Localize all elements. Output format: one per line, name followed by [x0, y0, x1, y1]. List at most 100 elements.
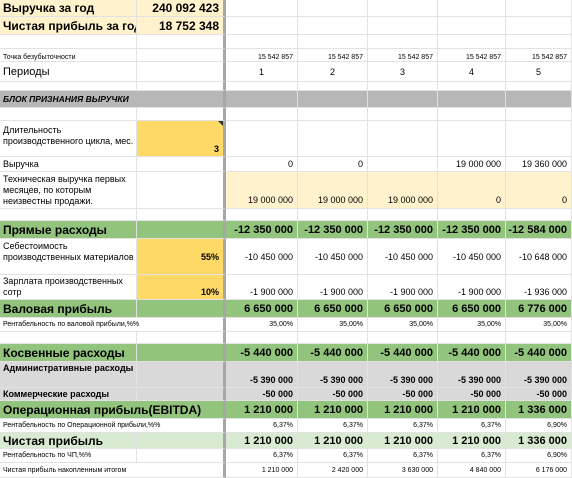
empty-cell[interactable] — [137, 401, 226, 419]
empty-cell[interactable] — [137, 49, 226, 62]
empty-cell[interactable] — [298, 17, 368, 35]
empty-cell[interactable] — [506, 121, 572, 157]
empty-cell[interactable] — [137, 362, 226, 388]
empty-cell[interactable] — [137, 344, 226, 362]
ebitda-margin-value[interactable]: 6,37% — [226, 419, 298, 433]
empty-cell[interactable] — [226, 35, 298, 49]
summary-profit-label[interactable]: Чистая прибыль за год — [0, 17, 137, 35]
commercial-costs-label[interactable]: Коммерческие расходы — [0, 388, 137, 401]
breakeven-value[interactable]: 15 542 857 — [226, 49, 298, 62]
ebitda-margin-value[interactable]: 6,37% — [298, 419, 368, 433]
salary-value[interactable]: -1 936 000 — [506, 275, 572, 300]
revenue-value[interactable] — [368, 157, 438, 172]
empty-cell[interactable] — [506, 91, 572, 108]
salary-value[interactable]: -1 900 000 — [368, 275, 438, 300]
empty-cell[interactable] — [298, 35, 368, 49]
salary-value[interactable]: -1 900 000 — [298, 275, 368, 300]
empty-cell[interactable] — [137, 332, 226, 344]
empty-cell[interactable] — [137, 449, 226, 463]
ebitda-margin-value[interactable]: 6,90% — [506, 419, 572, 433]
empty-cell[interactable] — [137, 221, 226, 239]
empty-cell[interactable] — [506, 0, 572, 17]
cost-materials-pct[interactable]: 55% — [137, 239, 226, 275]
empty-cell[interactable] — [137, 62, 226, 82]
summary-revenue-value[interactable]: 240 092 423 — [137, 0, 226, 17]
net-margin-label[interactable]: Рентабельность по ЧП,%% — [0, 449, 137, 463]
gross-margin-value[interactable]: 35,00% — [438, 318, 506, 332]
net-margin-value[interactable]: 6,37% — [438, 449, 506, 463]
empty-cell[interactable] — [438, 91, 506, 108]
empty-cell[interactable] — [0, 82, 137, 91]
empty-cell[interactable] — [438, 209, 506, 221]
empty-cell[interactable] — [137, 172, 226, 209]
net-margin-value[interactable]: 6,37% — [298, 449, 368, 463]
admin-costs-label[interactable]: Административные расходы — [0, 362, 137, 388]
empty-cell[interactable] — [506, 35, 572, 49]
net-profit-value[interactable]: 1 336 000 — [506, 433, 572, 449]
net-profit-value[interactable]: 1 210 000 — [226, 433, 298, 449]
cycle-input[interactable]: 3 — [137, 121, 226, 157]
empty-cell[interactable] — [506, 17, 572, 35]
gross-profit-value[interactable]: 6 650 000 — [226, 300, 298, 318]
revenue-label[interactable]: Выручка — [0, 157, 137, 172]
net-cumulative-value[interactable]: 3 630 000 — [368, 463, 438, 478]
gross-profit-value[interactable]: 6 650 000 — [368, 300, 438, 318]
salary-value[interactable]: -1 900 000 — [226, 275, 298, 300]
direct-costs-value[interactable]: -12 350 000 — [438, 221, 506, 239]
empty-cell[interactable] — [226, 332, 298, 344]
summary-revenue-label[interactable]: Выручка за год — [0, 0, 137, 17]
net-cumulative-label[interactable]: Чистая прибыль накопленным итогом — [0, 463, 137, 478]
tech-revenue-label[interactable]: Техническая выручка первых месяцев, по к… — [0, 172, 137, 209]
net-profit-value[interactable]: 1 210 000 — [298, 433, 368, 449]
breakeven-label[interactable]: Точка безубыточности — [0, 49, 137, 62]
empty-cell[interactable] — [0, 35, 137, 49]
gross-profit-label[interactable]: Валовая прибыль — [0, 300, 137, 318]
cost-materials-value[interactable]: -10 450 000 — [438, 239, 506, 275]
direct-costs-value[interactable]: -12 350 000 — [226, 221, 298, 239]
tech-revenue-value[interactable]: 19 000 000 — [226, 172, 298, 209]
cycle-label[interactable]: Длительность производственного цикла, ме… — [0, 121, 137, 157]
empty-cell[interactable] — [137, 108, 226, 121]
empty-cell[interactable] — [0, 209, 137, 221]
empty-cell[interactable] — [438, 0, 506, 17]
empty-cell[interactable] — [226, 82, 298, 91]
admin-costs-value[interactable]: -5 390 000 — [438, 362, 506, 388]
empty-cell[interactable] — [438, 121, 506, 157]
indirect-costs-value[interactable]: -5 440 000 — [368, 344, 438, 362]
gross-margin-value[interactable]: 35,00% — [226, 318, 298, 332]
indirect-costs-value[interactable]: -5 440 000 — [298, 344, 368, 362]
empty-cell[interactable] — [226, 91, 298, 108]
empty-cell[interactable] — [368, 35, 438, 49]
tech-revenue-value[interactable]: 0 — [506, 172, 572, 209]
direct-costs-label[interactable]: Прямые расходы — [0, 221, 137, 239]
tech-revenue-value[interactable]: 0 — [438, 172, 506, 209]
empty-cell[interactable] — [298, 91, 368, 108]
summary-profit-value[interactable]: 18 752 348 — [137, 17, 226, 35]
net-margin-value[interactable]: 6,90% — [506, 449, 572, 463]
empty-cell[interactable] — [368, 209, 438, 221]
empty-cell[interactable] — [137, 318, 226, 332]
empty-cell[interactable] — [368, 91, 438, 108]
gross-margin-label[interactable]: Рентабельность по валовой прибыли,%% — [0, 318, 139, 332]
cost-materials-value[interactable]: -10 450 000 — [226, 239, 298, 275]
direct-costs-value[interactable]: -12 350 000 — [368, 221, 438, 239]
cost-materials-value[interactable]: -10 450 000 — [368, 239, 438, 275]
net-profit-label[interactable]: Чистая прибыль — [0, 433, 137, 449]
empty-cell[interactable] — [368, 0, 438, 17]
ebitda-value[interactable]: 1 210 000 — [368, 401, 438, 419]
period-number[interactable]: 1 — [226, 62, 298, 82]
empty-cell[interactable] — [298, 209, 368, 221]
empty-cell[interactable] — [0, 108, 137, 121]
commercial-costs-value[interactable]: -50 000 — [438, 388, 506, 401]
gross-margin-value[interactable]: 35,00% — [506, 318, 572, 332]
revenue-value[interactable]: 19 360 000 — [506, 157, 572, 172]
net-cumulative-value[interactable]: 4 840 000 — [438, 463, 506, 478]
empty-cell[interactable] — [137, 419, 226, 433]
gross-margin-value[interactable]: 35,00% — [368, 318, 438, 332]
revenue-value[interactable]: 0 — [226, 157, 298, 172]
breakeven-value[interactable]: 15 542 857 — [298, 49, 368, 62]
empty-cell[interactable] — [438, 108, 506, 121]
ebitda-margin-value[interactable]: 6,37% — [438, 419, 506, 433]
period-number[interactable]: 3 — [368, 62, 438, 82]
gross-margin-value[interactable]: 35,00% — [298, 318, 368, 332]
